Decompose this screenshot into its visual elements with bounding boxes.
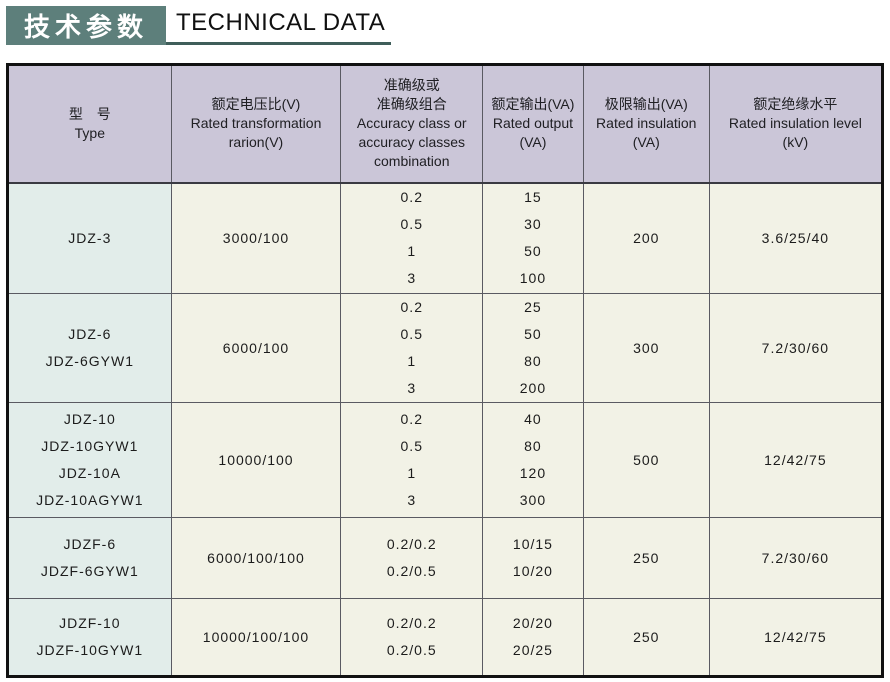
cell-type: JDZ-3	[7, 182, 172, 294]
cell-limit-output: 300	[582, 293, 710, 403]
table-row: JDZF-6 JDZF-6GYW1 6000/100/100 0.2/0.2 0.2/0…	[7, 517, 884, 599]
cell-voltage-ratio: 10000/100/100	[170, 598, 342, 677]
technical-data-table: 型 号 Type 额定电压比(V) Rated transformation rario…	[6, 63, 884, 678]
column-header-limit-output: 极限输出(VA) Rated insulation (VA)	[582, 64, 710, 183]
cell-limit-output: 200	[582, 182, 710, 294]
cell-voltage-ratio: 6000/100/100	[170, 517, 342, 599]
cell-insulation-level: 12/42/75	[708, 598, 884, 677]
table-row: JDZ-6 JDZ-6GYW1 6000/100 0.2 0.5 1 3 25 50 80 200 3…	[7, 293, 884, 403]
cell-rated-output: 40 80 120 300	[482, 402, 584, 518]
cell-voltage-ratio: 10000/100	[170, 402, 342, 518]
cell-insulation-level: 7.2/30/60	[708, 293, 884, 403]
cell-insulation-level: 3.6/25/40	[708, 182, 884, 294]
cell-accuracy: 0.2 0.5 1 3	[340, 402, 484, 518]
table-head: 型 号 Type 额定电压比(V) Rated transformation rario…	[7, 64, 884, 183]
cell-limit-output: 250	[582, 517, 710, 599]
table-header-row: 型 号 Type 额定电压比(V) Rated transformation rario…	[7, 64, 884, 183]
cell-accuracy: 0.2/0.2 0.2/0.5	[340, 517, 484, 599]
cell-type: JDZ-10 JDZ-10GYW1 JDZ-10A JDZ-10AGYW1	[7, 402, 172, 518]
column-header-accuracy: 准确级或 准确级组合 Accuracy class or accuracy class…	[340, 64, 484, 183]
table-row: JDZ-3 3000/100 0.2 0.5 1 3 15 30 50 100 200 3.6/25/…	[7, 182, 884, 294]
cell-rated-output: 10/15 10/20	[482, 517, 584, 599]
page-title-en: TECHNICAL DATA	[166, 6, 392, 45]
table-row: JDZ-10 JDZ-10GYW1 JDZ-10A JDZ-10AGYW1 10000/…	[7, 402, 884, 518]
cell-limit-output: 250	[582, 598, 710, 677]
cell-type: JDZF-10 JDZF-10GYW1	[7, 598, 172, 677]
table-body: JDZ-3 3000/100 0.2 0.5 1 3 15 30 50 100 200 3.6/25/…	[7, 182, 884, 677]
page-header: 技术参数 TECHNICAL DATA	[6, 5, 884, 45]
cell-accuracy: 0.2 0.5 1 3	[340, 293, 484, 403]
cell-voltage-ratio: 6000/100	[170, 293, 342, 403]
cell-voltage-ratio: 3000/100	[170, 182, 342, 294]
cell-accuracy: 0.2 0.5 1 3	[340, 182, 484, 294]
column-header-insulation-level: 额定绝缘水平 Rated insulation level (kV)	[708, 64, 884, 183]
cell-insulation-level: 12/42/75	[708, 402, 884, 518]
cell-limit-output: 500	[582, 402, 710, 518]
cell-rated-output: 20/20 20/25	[482, 598, 584, 677]
cell-accuracy: 0.2/0.2 0.2/0.5	[340, 598, 484, 677]
table-row: JDZF-10 JDZF-10GYW1 10000/100/100 0.2/0.2 0.…	[7, 598, 884, 677]
page-title-zh: 技术参数	[6, 6, 166, 45]
cell-type: JDZ-6 JDZ-6GYW1	[7, 293, 172, 403]
cell-insulation-level: 7.2/30/60	[708, 517, 884, 599]
cell-rated-output: 25 50 80 200	[482, 293, 584, 403]
cell-type: JDZF-6 JDZF-6GYW1	[7, 517, 172, 599]
column-header-voltage-ratio: 额定电压比(V) Rated transformation rarion(V)	[170, 64, 342, 183]
column-header-rated-output: 额定输出(VA) Rated output (VA)	[482, 64, 584, 183]
cell-rated-output: 15 30 50 100	[482, 182, 584, 294]
column-header-type: 型 号 Type	[7, 64, 172, 183]
